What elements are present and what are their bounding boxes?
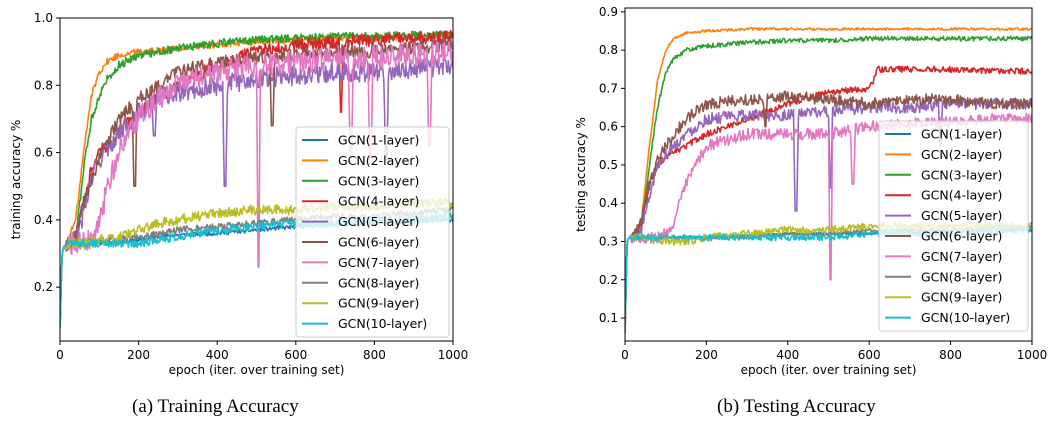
series-line-6-layer bbox=[625, 90, 1032, 334]
y-tick-label: 0.3 bbox=[599, 234, 618, 248]
legend-label: GCN(6-layer) bbox=[338, 235, 419, 250]
series-line-3-layer bbox=[625, 35, 1032, 334]
x-tick-label: 800 bbox=[939, 348, 962, 362]
x-tick-label: 0 bbox=[621, 348, 629, 362]
y-tick-label: 0.6 bbox=[599, 120, 618, 134]
legend-label: GCN(1-layer) bbox=[921, 127, 1002, 142]
x-tick-label: 400 bbox=[776, 348, 799, 362]
y-tick-label: 0.8 bbox=[34, 78, 53, 92]
legend-label: GCN(10-layer) bbox=[921, 310, 1010, 325]
legend-label: GCN(5-layer) bbox=[338, 214, 419, 229]
figure: 0 200 400 600 800 1000 0.2 0.4 0.6 0.8 1.0 epoch (i… bbox=[9, 5, 1047, 377]
x-tick-label: 200 bbox=[695, 348, 718, 362]
x-tick-label: 400 bbox=[206, 348, 229, 362]
legend-label: GCN(4-layer) bbox=[921, 188, 1002, 203]
testing-accuracy-chart: 0 200 400 600 800 1000 0.1 0.2 0.3 0.4 0.5 0.6 0.7 0.… bbox=[574, 5, 1047, 377]
y-tick-label: 0.2 bbox=[599, 273, 618, 287]
y-axis-label: training accuracy % bbox=[9, 120, 23, 240]
x-axis-label: epoch (iter. over training set) bbox=[169, 363, 345, 377]
legend-label: GCN(7-layer) bbox=[338, 255, 419, 270]
y-tick-label: 0.4 bbox=[34, 213, 53, 227]
x-tick-label: 0 bbox=[56, 348, 64, 362]
legend-label: GCN(4-layer) bbox=[338, 194, 419, 209]
x-tick-label: 800 bbox=[363, 348, 386, 362]
legend-box bbox=[295, 126, 450, 338]
caption-training-accuracy: (a) Training Accuracy bbox=[132, 396, 299, 417]
y-tick-label: 0.4 bbox=[599, 196, 618, 210]
legend: GCN(1-layer) GCN(2-layer) GCN(3-layer) GCN(… bbox=[878, 120, 1029, 332]
y-tick-label: 0.1 bbox=[599, 311, 618, 325]
legend-box bbox=[878, 120, 1029, 332]
legend: GCN(1-layer) GCN(2-layer) GCN(3-layer) GCN(… bbox=[295, 126, 450, 338]
x-tick-label: 1000 bbox=[438, 348, 469, 362]
series-line-3-layer bbox=[60, 30, 453, 328]
legend-label: GCN(9-layer) bbox=[921, 290, 1002, 305]
y-tick-label: 0.7 bbox=[599, 81, 618, 95]
x-tick-label: 1000 bbox=[1017, 348, 1048, 362]
legend-label: GCN(8-layer) bbox=[338, 275, 419, 290]
legend-label: GCN(2-layer) bbox=[921, 147, 1002, 162]
legend-label: GCN(3-layer) bbox=[921, 167, 1002, 182]
legend-label: GCN(5-layer) bbox=[921, 208, 1002, 223]
y-tick-label: 0.2 bbox=[34, 280, 53, 294]
legend-label: GCN(1-layer) bbox=[338, 133, 419, 148]
plot-frame bbox=[624, 7, 1033, 342]
legend-label: GCN(6-layer) bbox=[921, 229, 1002, 244]
legend-label: GCN(7-layer) bbox=[921, 249, 1002, 264]
series-line-2-layer bbox=[625, 27, 1032, 334]
x-tick-label: 200 bbox=[127, 348, 150, 362]
plot-frame bbox=[59, 17, 454, 342]
training-accuracy-chart: 0 200 400 600 800 1000 0.2 0.4 0.6 0.8 1.0 epoch (i… bbox=[9, 11, 468, 377]
caption-testing-accuracy: (b) Testing Accuracy bbox=[717, 396, 876, 417]
y-tick-label: 0.5 bbox=[599, 158, 618, 172]
legend-label: GCN(10-layer) bbox=[338, 316, 427, 331]
legend-label: GCN(9-layer) bbox=[338, 296, 419, 311]
y-tick-label: 0.6 bbox=[34, 146, 53, 160]
y-axis-label: testing accuracy % bbox=[574, 117, 588, 232]
legend-label: GCN(3-layer) bbox=[338, 173, 419, 188]
y-tick-label: 1.0 bbox=[34, 11, 53, 25]
series-line-5-layer bbox=[625, 97, 1032, 334]
x-tick-label: 600 bbox=[284, 348, 307, 362]
series-line-4-layer bbox=[625, 65, 1032, 334]
legend-label: GCN(2-layer) bbox=[338, 153, 419, 168]
x-tick-label: 600 bbox=[858, 348, 881, 362]
legend-label: GCN(8-layer) bbox=[921, 269, 1002, 284]
x-axis-label: epoch (iter. over training set) bbox=[741, 363, 917, 377]
series-line-7-layer bbox=[60, 40, 453, 328]
y-tick-label: 0.9 bbox=[599, 5, 618, 19]
y-tick-label: 0.8 bbox=[599, 43, 618, 57]
